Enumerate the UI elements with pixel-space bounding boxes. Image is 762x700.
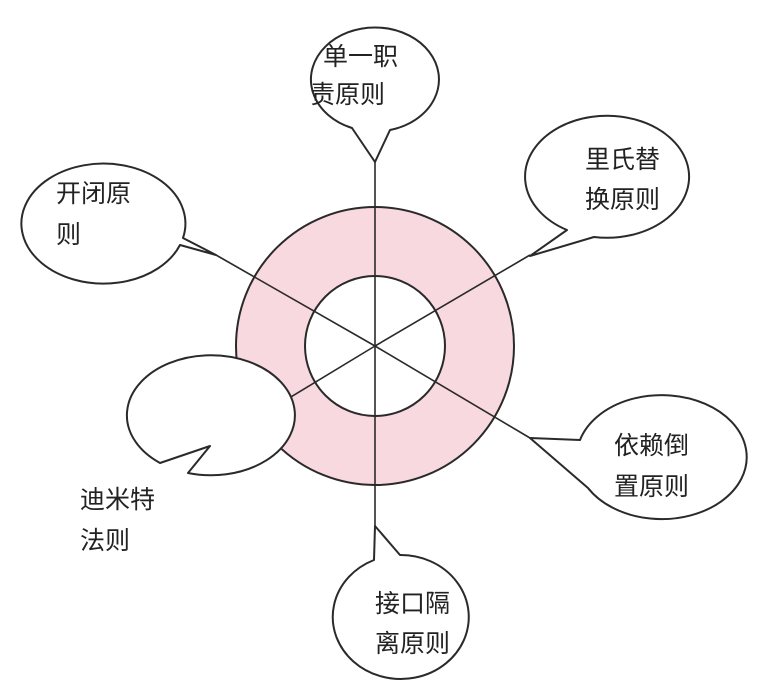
callout-bubble bbox=[309, 26, 440, 163]
callout-bubble bbox=[125, 354, 296, 477]
principle-srp-line2: 责原则 bbox=[310, 80, 385, 109]
principle-dip-line1: 依赖倒 bbox=[614, 431, 689, 460]
principle-isp-line2: 离原则 bbox=[375, 629, 450, 658]
principle-ocp: 开闭原 则 bbox=[20, 162, 217, 285]
principle-lsp-line1: 里氏替 bbox=[585, 145, 660, 174]
principle-isp-line1: 接口隔 bbox=[375, 589, 450, 618]
principle-dip: 依赖倒 置原则 bbox=[529, 394, 748, 521]
principle-srp-line1: 单一职 bbox=[323, 42, 398, 71]
spoke-dip bbox=[374, 345, 531, 439]
principle-lsp: 里氏替 换原则 bbox=[524, 114, 691, 257]
callout-bubble bbox=[524, 114, 691, 257]
callout-bubble bbox=[20, 162, 217, 285]
principle-ocp-line2: 则 bbox=[56, 220, 81, 249]
principle-lod-line2: 法则 bbox=[80, 526, 130, 555]
spoke-ocp bbox=[215, 254, 376, 347]
spoke-lsp bbox=[374, 254, 531, 347]
callout-bubble bbox=[331, 525, 470, 680]
principle-lod: 迪米特 法则 bbox=[80, 354, 296, 555]
principle-ocp-line1: 开闭原 bbox=[56, 179, 131, 208]
principle-lsp-line2: 换原则 bbox=[585, 185, 660, 214]
principle-dip-line2: 置原则 bbox=[614, 472, 689, 501]
principle-srp: 单一职 责原则 bbox=[309, 26, 440, 163]
principle-lod-line1: 迪米特 bbox=[80, 485, 155, 514]
callout-bubble bbox=[529, 394, 748, 521]
principle-isp: 接口隔 离原则 bbox=[331, 525, 470, 680]
